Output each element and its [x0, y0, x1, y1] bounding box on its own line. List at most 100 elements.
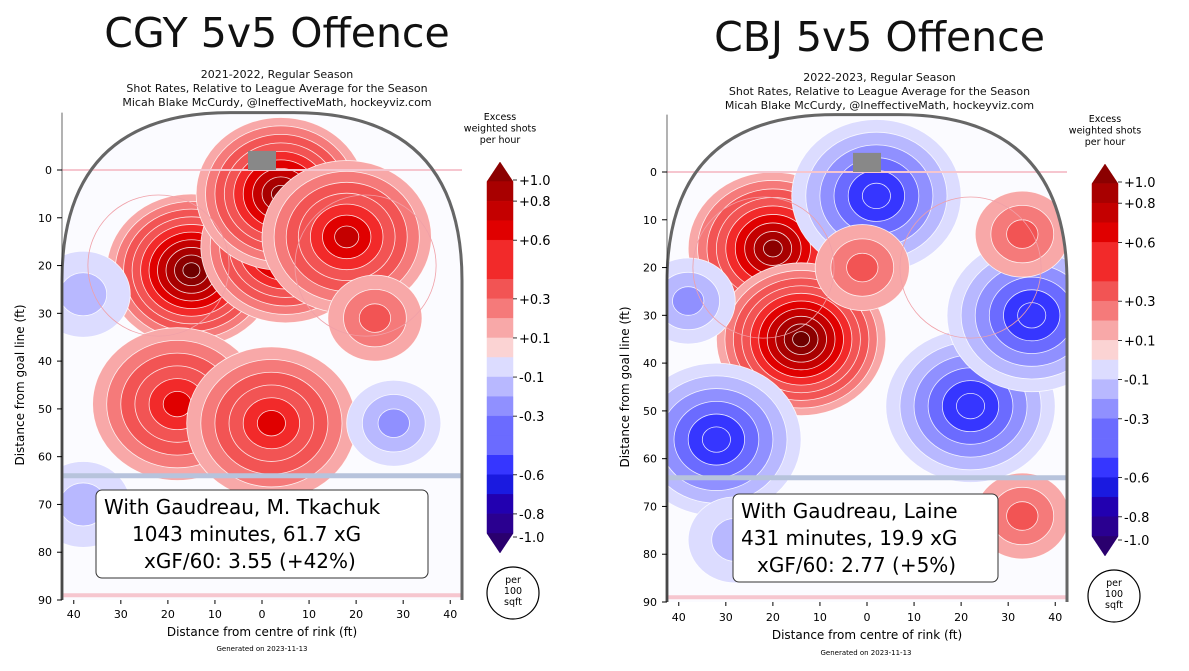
- unit-circle: [1087, 569, 1141, 623]
- faceoff-circle-right: [899, 196, 1042, 339]
- info-box-line: xGF/60: 3.55 (+42%): [144, 549, 356, 573]
- heat-contour: [62, 272, 108, 317]
- colorbar-title-line: Excess: [1089, 114, 1121, 125]
- colorbar-segment: [486, 357, 514, 378]
- x-axis-label: Distance from centre of rink (ft): [167, 625, 357, 639]
- colorbar-label: -0.6: [519, 469, 544, 484]
- info-box-line: 1043 minutes, 61.7 xG: [132, 522, 361, 546]
- colorbar-segment: [1091, 163, 1119, 184]
- x-tick-label: 20: [766, 611, 780, 624]
- colorbar-segment: [486, 474, 514, 495]
- x-tick-label: 10: [302, 608, 316, 621]
- x-tick-label: 40: [67, 608, 81, 621]
- y-tick-label: 40: [38, 355, 52, 368]
- x-tick-label: 10: [813, 611, 827, 624]
- colorbar-segment: [486, 220, 514, 241]
- colorbar-title-line: Excess: [484, 112, 516, 123]
- y-tick-label: 60: [38, 451, 52, 464]
- y-tick-label: 10: [38, 212, 52, 225]
- colorbar-label: +1.0: [519, 174, 551, 189]
- colorbar-label: -1.0: [1124, 534, 1149, 549]
- y-tick-label: 60: [643, 453, 657, 466]
- y-tick-label: 50: [643, 405, 657, 418]
- unit-circle-text: sqft: [1105, 600, 1123, 611]
- faceoff-circle-left: [87, 194, 230, 337]
- colorbar-title-line: per hour: [1085, 137, 1126, 148]
- x-tick-label: 30: [719, 611, 733, 624]
- info-box-line: With Gaudreau, Laine: [741, 499, 958, 523]
- y-tick-label: 30: [38, 307, 52, 320]
- heat-contour: [846, 252, 879, 283]
- colorbar-segment: [1091, 183, 1119, 204]
- generated-date: Generated on 2023-11-13: [821, 649, 912, 657]
- y-tick-label: 20: [643, 262, 657, 275]
- info-box-line: xGF/60: 2.77 (+5%): [757, 553, 956, 577]
- unit-circle: [486, 566, 540, 620]
- heatmap-layer: [667, 119, 1067, 584]
- colorbar-segment: [1091, 242, 1119, 263]
- x-tick-label: 30: [1001, 611, 1015, 624]
- colorbar-segment: [1091, 320, 1119, 341]
- info-box-line: With Gaudreau, M. Tkachuk: [104, 495, 381, 519]
- colorbar-segment: [486, 279, 514, 300]
- y-tick-label: 70: [38, 498, 52, 511]
- colorbar-label: +0.6: [1124, 236, 1156, 251]
- unit-circle-text: sqft: [504, 597, 522, 608]
- unit-circle-text: 100: [1105, 589, 1123, 600]
- x-tick-label: 0: [864, 611, 871, 624]
- heat-contour: [1017, 302, 1047, 329]
- heat-contour: [334, 225, 360, 249]
- colorbar-segment: [486, 513, 514, 534]
- y-tick-label: 0: [45, 164, 52, 177]
- y-tick-label: 50: [38, 403, 52, 416]
- chart-subtitle-season: 2021-2022, Regular Season: [200, 68, 354, 81]
- heat-contour: [1006, 501, 1039, 531]
- colorbar-segment: [1091, 222, 1119, 243]
- x-tick-label: 20: [349, 608, 363, 621]
- heat-contour: [256, 410, 286, 437]
- colorbar-label: +0.3: [519, 293, 551, 308]
- colorbar-segment: [486, 239, 514, 260]
- colorbar-label: -0.1: [519, 371, 544, 386]
- colorbar-segment: [1091, 438, 1119, 459]
- colorbar-segment: [1091, 359, 1119, 380]
- x-tick-label: 30: [396, 608, 410, 621]
- colorbar-label: -0.8: [519, 508, 544, 523]
- x-tick-label: 30: [114, 608, 128, 621]
- chart-subtitle-description: Shot Rates, Relative to League Average f…: [728, 85, 1031, 98]
- colorbar-segment: [1091, 457, 1119, 478]
- y-axis-label: Distance from goal line (ft): [13, 304, 27, 465]
- colorbar-segment: [486, 415, 514, 436]
- colorbar-segment: [486, 200, 514, 221]
- goal-net: [853, 152, 881, 172]
- colorbar-segment: [1091, 516, 1119, 537]
- x-tick-label: 10: [907, 611, 921, 624]
- heat-contour: [358, 303, 392, 333]
- y-tick-label: 40: [643, 357, 657, 370]
- chart-title: CGY 5v5 Offence: [104, 9, 450, 57]
- colorbar-segment: [486, 181, 514, 202]
- colorbar-label: +0.1: [1124, 334, 1156, 349]
- colorbar-segment: [1091, 202, 1119, 224]
- y-axis-label: Distance from goal line (ft): [618, 306, 632, 467]
- x-tick-label: 40: [1048, 611, 1062, 624]
- colorbar-segment: [486, 533, 514, 554]
- colorbar-segment: [486, 318, 514, 339]
- heatmap-layer: [62, 117, 442, 548]
- goal-net: [248, 150, 276, 170]
- y-tick-label: 90: [643, 596, 657, 609]
- colorbar-label: -0.8: [1124, 511, 1149, 526]
- heat-contour: [672, 286, 705, 316]
- colorbar-label: -0.1: [1124, 374, 1149, 389]
- info-box: [732, 493, 999, 583]
- info-box-line: 431 minutes, 19.9 xG: [741, 526, 957, 550]
- chart-subtitle-description: Shot Rates, Relative to League Average f…: [126, 82, 428, 95]
- chart-panel-cgy: CGY 5v5 Offence 2021-2022, Regular Seaso…: [0, 0, 594, 671]
- heat-contour: [792, 331, 811, 348]
- colorbar-segment: [486, 435, 514, 456]
